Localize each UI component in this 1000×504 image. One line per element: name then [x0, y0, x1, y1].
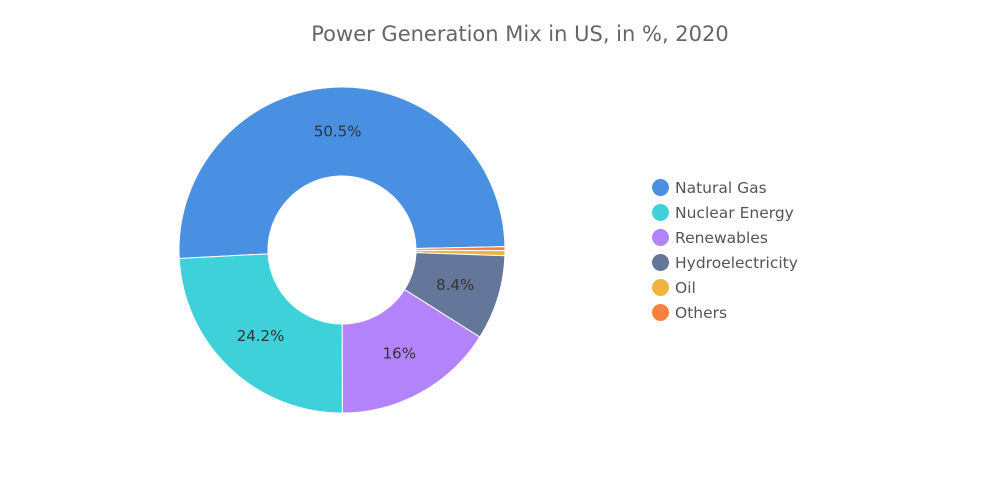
legend-label: Oil	[675, 278, 696, 297]
legend-item[interactable]: Natural Gas	[652, 175, 798, 200]
chart-title: Power Generation Mix in US, in %, 2020	[311, 22, 729, 46]
slice-nuclear-energy[interactable]	[178, 253, 343, 414]
data-label: 8.4%	[436, 276, 474, 294]
legend-label: Renewables	[675, 228, 768, 247]
legend: Natural Gas Nuclear Energy Renewables Hydro…	[652, 175, 798, 325]
data-label: 24.2%	[237, 327, 285, 345]
legend-marker-icon	[652, 304, 669, 321]
legend-item[interactable]: Oil	[652, 275, 798, 300]
legend-label: Others	[675, 303, 728, 322]
data-label: 50.5%	[314, 123, 362, 141]
legend-marker-icon	[652, 279, 669, 296]
legend-marker-icon	[652, 204, 669, 221]
legend-marker-icon	[652, 179, 669, 196]
slice-natural-gas[interactable]	[178, 86, 506, 260]
legend-item[interactable]: Renewables	[652, 225, 798, 250]
legend-marker-icon	[652, 254, 669, 271]
legend-label: Natural Gas	[675, 178, 767, 197]
legend-item[interactable]: Others	[652, 300, 798, 325]
legend-label: Nuclear Energy	[675, 203, 794, 222]
legend-label: Hydroelectricity	[675, 253, 798, 272]
legend-item[interactable]: Hydroelectricity	[652, 250, 798, 275]
legend-item[interactable]: Nuclear Energy	[652, 200, 798, 225]
legend-marker-icon	[652, 229, 669, 246]
slice-renewables[interactable]	[341, 288, 481, 414]
data-label: 16%	[383, 345, 416, 363]
